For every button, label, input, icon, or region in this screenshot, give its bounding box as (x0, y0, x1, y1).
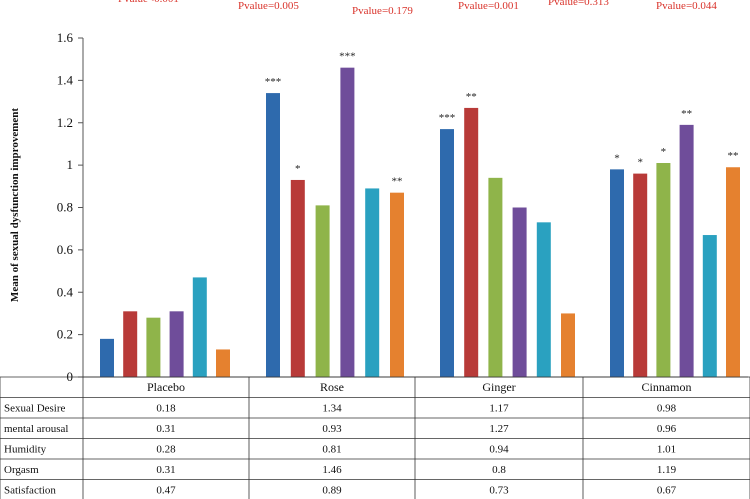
bar (290, 179, 305, 377)
pvalue-label: Pvalue=0.313 (548, 0, 609, 8)
table-cell: 1.27 (489, 423, 509, 435)
table-cell: 0.93 (322, 423, 342, 435)
bar (512, 207, 527, 377)
table-cell: 0.94 (489, 444, 509, 456)
significance-marker: * (295, 163, 301, 175)
y-axis: 0 0.2 0.4 0.6 0.8 1 1.2 1.4 1.6 (57, 30, 748, 384)
significance-marker: *** (439, 112, 456, 124)
bar (488, 177, 503, 377)
table-row-label: Orgasm (4, 464, 39, 476)
bar (192, 277, 207, 377)
bar (340, 67, 355, 377)
table-cell: 0.96 (657, 423, 677, 435)
table-cell: 0.31 (156, 423, 175, 435)
bar (440, 129, 454, 377)
bar (464, 107, 479, 377)
category-label: Placebo (147, 380, 185, 394)
table-cell: 0.89 (322, 485, 342, 497)
significance-marker: *** (339, 51, 356, 63)
table-cell: 1.17 (489, 403, 509, 415)
significance-marker: * (661, 146, 667, 158)
bar (561, 313, 575, 377)
table-cell: 0.81 (322, 444, 341, 456)
bar (315, 205, 330, 377)
table-row-label: Satisfaction (4, 485, 56, 497)
bar (633, 173, 648, 377)
table-row-label: Humidity (4, 444, 47, 456)
y-axis-label: Mean of sexual dysfunction improvement (9, 108, 21, 302)
bar (390, 192, 404, 377)
significance-marker: ** (392, 176, 403, 188)
bars (100, 67, 740, 378)
bar (726, 167, 740, 377)
significance-marker: ** (466, 91, 477, 103)
bar (536, 222, 551, 377)
y-tick-label: 0.2 (57, 327, 73, 342)
table-cell: 1.34 (322, 403, 342, 415)
bar (679, 124, 694, 378)
significance-marker: ** (681, 108, 692, 120)
category-label: Ginger (482, 380, 515, 394)
pvalue-labels: Pvalue<0.001 Pvalue=0.005 Pvalue=0.179 Pval… (118, 0, 717, 17)
table-cell: 0.98 (657, 403, 677, 415)
significance-marker: ** (728, 150, 739, 162)
bar (610, 169, 624, 377)
significance-marker: * (637, 157, 643, 169)
bar (169, 311, 184, 377)
table-cell: 0.31 (156, 464, 175, 476)
significance-marker: * (614, 152, 620, 164)
table-cell: 0.67 (657, 485, 677, 497)
pvalue-label: Pvalue=0.005 (238, 0, 299, 12)
table-cell: 0.28 (156, 444, 176, 456)
bar (146, 317, 161, 377)
bar (365, 188, 380, 377)
table-cell: 0.18 (156, 403, 176, 415)
category-label: Rose (320, 380, 344, 394)
pvalue-label: Pvalue=0.179 (352, 5, 413, 17)
y-tick-label: 0.6 (57, 242, 74, 257)
bar (123, 311, 138, 377)
y-tick-label: 0.4 (57, 284, 74, 299)
significance-marker: *** (265, 76, 282, 88)
y-tick-label: 1.4 (57, 72, 74, 87)
table-row-label: Sexual Desire (4, 403, 66, 415)
y-tick-label: 0.8 (57, 200, 73, 215)
pvalue-label: Pvalue<0.001 (118, 0, 179, 5)
table-cell: 0.73 (489, 485, 509, 497)
category-label: Cinnamon (642, 380, 692, 394)
table-row-label: mental arousal (4, 423, 68, 435)
y-tick-label: 1.2 (57, 115, 73, 130)
bar (100, 338, 114, 377)
bar (216, 349, 230, 377)
pvalue-label: Pvalue=0.001 (458, 0, 519, 12)
table-cell: 1.01 (657, 444, 676, 456)
table-cell: 0.8 (492, 464, 506, 476)
significance-markers: *************** ****** (265, 51, 739, 188)
table-cell: 1.46 (322, 464, 342, 476)
bar (702, 235, 717, 377)
table-cell: 1.19 (657, 464, 677, 476)
y-tick-label: 1.6 (57, 30, 74, 45)
bar (266, 93, 280, 378)
y-tick-label: 0 (67, 369, 74, 384)
table-cell: 0.47 (156, 485, 176, 497)
y-tick-label: 1 (67, 157, 74, 172)
bar (656, 163, 671, 377)
data-table: Placebo Rose Ginger Cinnamon Sexual Desire 0.… (0, 376, 750, 499)
pvalue-label: Pvalue=0.044 (656, 0, 717, 12)
